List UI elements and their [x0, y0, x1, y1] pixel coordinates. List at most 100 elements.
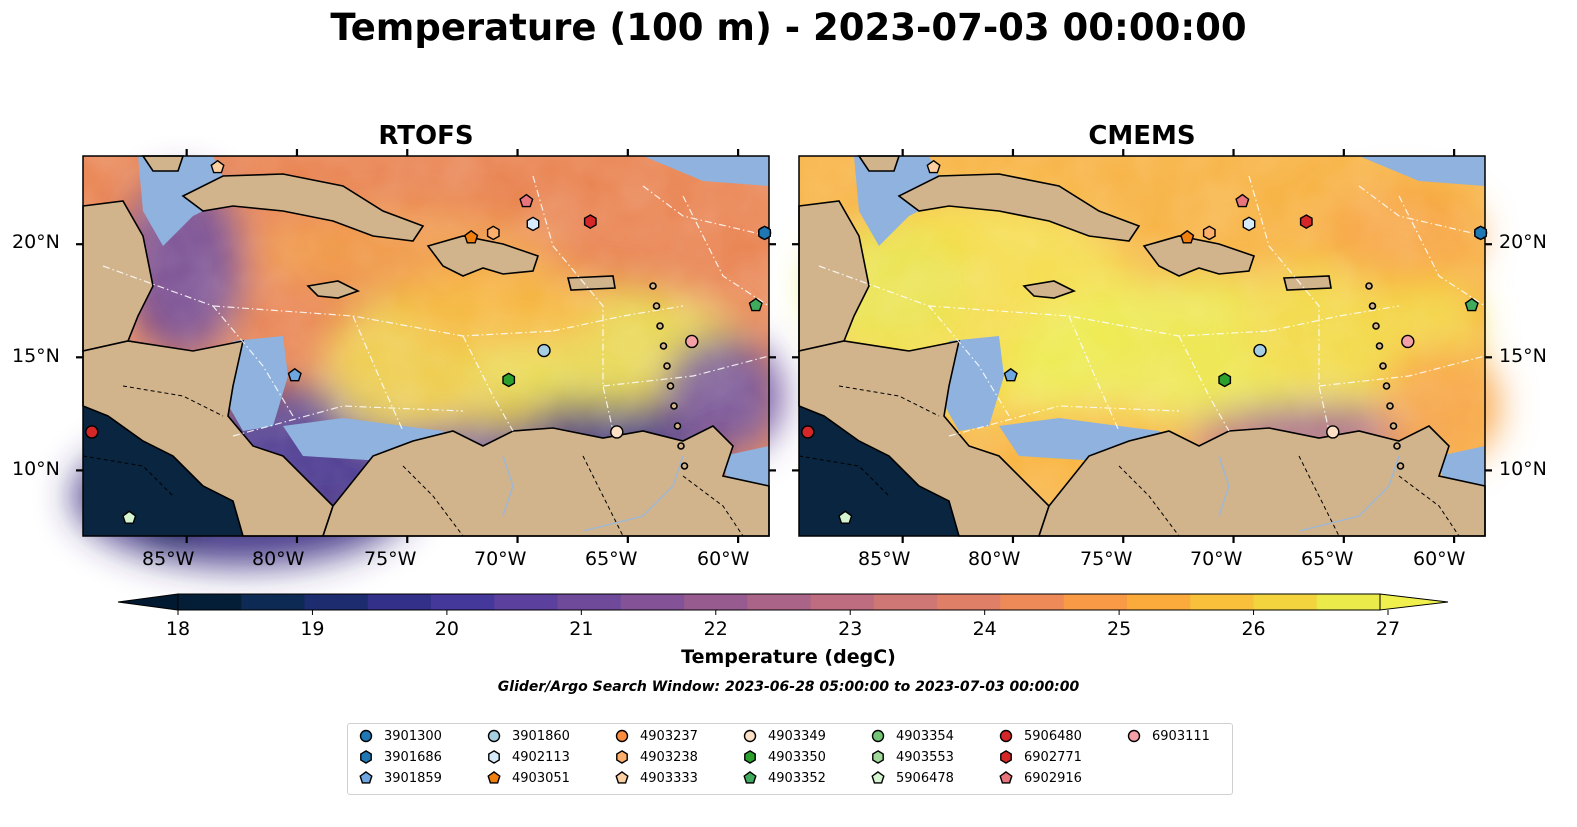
- float-marker-4902113: [1242, 216, 1256, 232]
- lon-tick-label: 70°W: [1190, 548, 1243, 570]
- colorbar-segment: [937, 594, 1001, 610]
- country-borders: [798, 385, 1460, 537]
- lon-tick-label: 60°W: [1413, 548, 1466, 570]
- float-marker-5906480: [85, 425, 99, 439]
- lat-tick-label: 20°N: [1499, 231, 1547, 253]
- legend-item: 3901859: [358, 769, 442, 787]
- float-marker-4903238: [486, 225, 500, 241]
- legend-label: 4903553: [896, 749, 954, 765]
- legend-item: 4903051: [486, 769, 570, 787]
- lon-tick-label: 65°W: [585, 548, 638, 570]
- legend-item: 5906478: [870, 769, 954, 787]
- search-window-text: Glider/Argo Search Window: 2023-06-28 05…: [497, 679, 1080, 695]
- float-marker-4903238: [1202, 225, 1216, 241]
- legend-label: 3901300: [384, 728, 442, 744]
- legend-label: 4903354: [896, 728, 954, 744]
- legend-label: 4903051: [512, 770, 570, 786]
- legend-marker: [744, 750, 756, 764]
- legend-marker: [999, 729, 1013, 743]
- pacific-ocean: [83, 406, 243, 536]
- rivers: [502, 455, 684, 532]
- continental-shelf: [138, 156, 769, 536]
- panel-title-rtofs: RTOFS: [378, 121, 474, 151]
- legend-item: 3901300: [358, 727, 442, 745]
- legend-marker: [359, 729, 373, 743]
- colorbar-segment: [810, 594, 875, 610]
- float-marker-4903350: [1218, 372, 1232, 388]
- legend-label: 4902113: [512, 749, 570, 765]
- float-marker-6902916: [1235, 193, 1250, 208]
- float-marker-4903051: [1180, 229, 1195, 244]
- legend-item: 4903237: [614, 727, 698, 745]
- legend-marker: [487, 729, 501, 743]
- legend-label: 4903237: [640, 728, 698, 744]
- colorbar-segment: [747, 594, 812, 610]
- maritime-boundaries: [818, 175, 1486, 437]
- float-marker-6902916: [519, 193, 534, 208]
- float-marker-5906478: [838, 510, 853, 524]
- country-borders: [82, 385, 744, 537]
- lon-tick-label: 65°W: [1301, 548, 1354, 570]
- colorbar-segment: [1253, 594, 1318, 610]
- float-marker-4903051: [464, 229, 479, 244]
- lon-tick-label: 85°W: [858, 548, 911, 570]
- colorbar-segment: [367, 594, 432, 610]
- panel-title-cmems: CMEMS: [1088, 121, 1196, 151]
- float-marker-4903350: [502, 372, 516, 388]
- float-marker-4902113: [526, 216, 540, 232]
- map-frame: [82, 155, 770, 537]
- hexagon-marker-icon: [1000, 750, 1012, 764]
- lat-tick-label: 15°N: [1499, 345, 1547, 367]
- colorbar-segment: [241, 594, 306, 610]
- legend-item: 6902916: [998, 769, 1082, 787]
- pentagon-marker-icon: [743, 771, 757, 784]
- legend-item: 4903349: [742, 727, 826, 745]
- float-marker-4903349: [1326, 425, 1340, 439]
- pentagon-marker-icon: [871, 771, 885, 784]
- lat-tick-label: 10°N: [1499, 458, 1547, 480]
- hexagon-marker-icon: [872, 750, 884, 764]
- pentagon-marker-icon: [487, 771, 501, 784]
- colorbar-segment: [1190, 594, 1254, 610]
- lon-tick-label: 60°W: [697, 548, 750, 570]
- colorbar-extend-high: [1379, 593, 1449, 611]
- circle-marker-icon: [871, 729, 885, 743]
- legend-item: 5906480: [998, 727, 1082, 745]
- legend-label: 4903238: [640, 749, 698, 765]
- lon-tick-label: 75°W: [1080, 548, 1133, 570]
- float-marker-6902771: [1299, 214, 1313, 230]
- colorbar-tick-label: 27: [1376, 618, 1400, 640]
- circle-marker-icon: [999, 729, 1013, 743]
- float-marker-6903111: [685, 334, 699, 349]
- colorbar-tick-label: 21: [569, 618, 593, 640]
- legend-marker: [871, 729, 885, 743]
- legend-marker: [615, 771, 629, 784]
- float-marker-6902771: [583, 214, 597, 230]
- legend-marker: [360, 750, 372, 764]
- colorbar-segment: [178, 594, 242, 610]
- legend-item: 4903350: [742, 748, 826, 766]
- colorbar-tick-label: 23: [838, 618, 862, 640]
- colorbar-segment: [494, 594, 559, 610]
- legend-label: 3901859: [384, 770, 442, 786]
- colorbar-segment: [1126, 594, 1191, 610]
- legend-item: 4903352: [742, 769, 826, 787]
- legend-item: 6902771: [998, 748, 1082, 766]
- pacific-ocean: [799, 406, 959, 536]
- legend-label: 3901860: [512, 728, 570, 744]
- map-frame: [798, 155, 1486, 537]
- float-marker-3901859: [287, 367, 302, 382]
- pentagon-marker-icon: [999, 771, 1013, 784]
- circle-marker-icon: [615, 729, 629, 743]
- float-legend: 3901300 3901686 3901859 3901860 4902113 49030…: [347, 723, 1233, 795]
- legend-marker: [487, 771, 501, 784]
- legend-marker: [488, 750, 500, 764]
- legend-item: 6903111: [1126, 727, 1210, 745]
- hexagon-marker-icon: [488, 750, 500, 764]
- colorbar-tick-label: 25: [1107, 618, 1131, 640]
- hexagon-marker-icon: [360, 750, 372, 764]
- colorbar-segment: [1316, 594, 1381, 610]
- colorbar-tick-label: 22: [704, 618, 728, 640]
- page-title: Temperature (100 m) - 2023-07-03 00:00:0…: [330, 6, 1247, 49]
- colorbar-segment: [1063, 594, 1128, 610]
